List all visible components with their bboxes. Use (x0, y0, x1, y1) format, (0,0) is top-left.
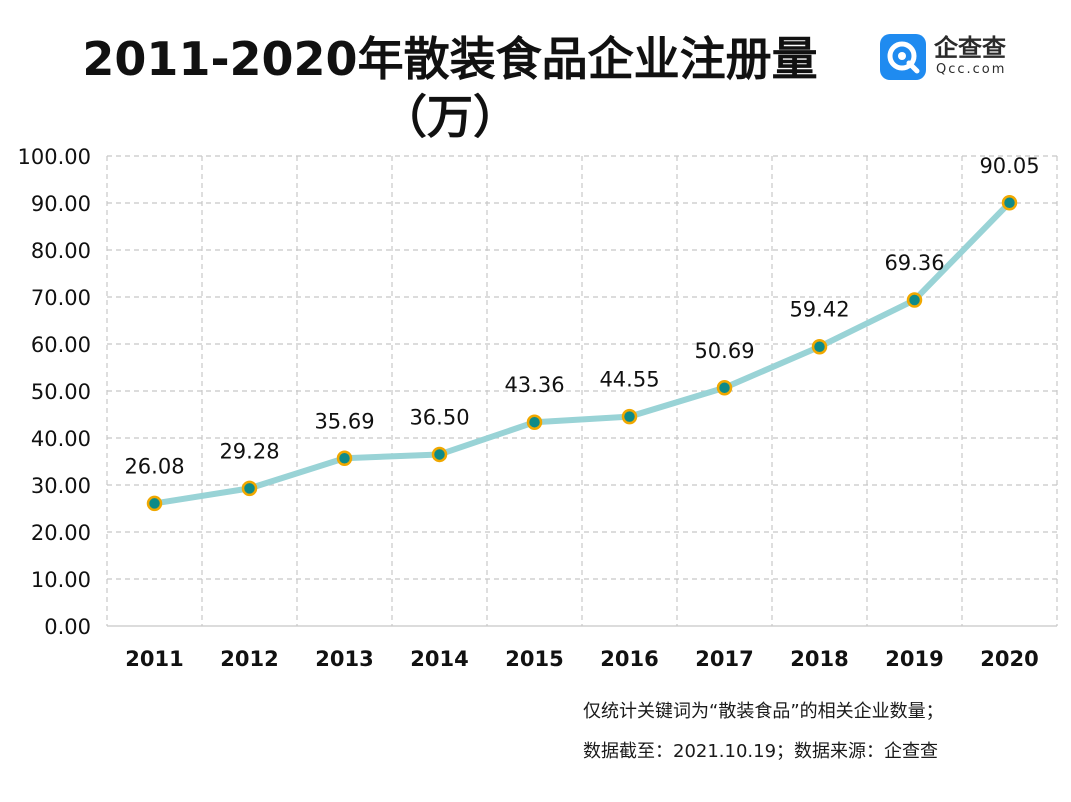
x-tick-label: 2020 (980, 647, 1038, 671)
brand-name: 企查查 (934, 34, 1006, 62)
y-tick-label: 10.00 (31, 568, 91, 592)
y-tick-label: 70.00 (31, 286, 91, 310)
x-tick-label: 2018 (790, 647, 848, 671)
brand-logo: 企查查 Qcc.com (880, 34, 1050, 84)
data-point (621, 408, 638, 425)
x-tick-label: 2019 (885, 647, 943, 671)
y-tick-label: 30.00 (31, 474, 91, 498)
data-label: 26.08 (124, 454, 184, 478)
data-point (811, 338, 828, 355)
data-label: 59.42 (789, 298, 849, 322)
x-tick-label: 2017 (695, 647, 753, 671)
data-label: 29.28 (219, 439, 279, 463)
y-tick-label: 20.00 (31, 521, 91, 545)
x-tick-label: 2014 (410, 647, 468, 671)
data-point (716, 380, 733, 396)
data-label: 50.69 (694, 339, 754, 363)
x-tick-label: 2013 (315, 647, 373, 671)
line-chart: 0.00 10.00 20.00 30.00 40.00 50.00 60.00 70.00 8… (18, 145, 1058, 671)
data-point (906, 292, 923, 308)
x-tick-label: 2015 (505, 647, 563, 671)
data-point (241, 480, 258, 497)
data-point (526, 414, 543, 430)
y-tick-label: 40.00 (31, 427, 91, 451)
footnote-scope: 仅统计关键词为“散装食品”的相关企业数量； (583, 701, 944, 722)
x-tick-label: 2011 (125, 647, 183, 671)
y-tick-label: 100.00 (18, 145, 91, 169)
data-label: 44.55 (599, 368, 659, 392)
data-label: 90.05 (979, 154, 1039, 178)
data-point (336, 450, 353, 467)
brand-subtitle: Qcc.com (936, 62, 1007, 77)
y-tick-label: 60.00 (31, 333, 91, 357)
y-tick-label: 0.00 (44, 615, 91, 639)
data-point (1001, 195, 1018, 211)
data-point (431, 446, 448, 463)
chart-title: 2011-2020年散装食品企业注册量（万） (82, 32, 818, 144)
data-label: 69.36 (884, 251, 944, 275)
footnote-source: 数据截至：2021.10.19；数据来源：企查查 (583, 741, 939, 762)
data-label: 43.36 (504, 373, 564, 397)
y-tick-label: 90.00 (31, 192, 91, 216)
series-line (151, 199, 1013, 507)
data-point (146, 495, 163, 512)
x-tick-label: 2016 (600, 647, 658, 671)
data-label: 36.50 (409, 405, 469, 429)
data-label: 35.69 (314, 409, 374, 433)
qcc-logo-icon (880, 34, 926, 80)
x-tick-label: 2012 (220, 647, 278, 671)
y-tick-label: 50.00 (31, 380, 91, 404)
y-tick-label: 80.00 (31, 239, 91, 263)
